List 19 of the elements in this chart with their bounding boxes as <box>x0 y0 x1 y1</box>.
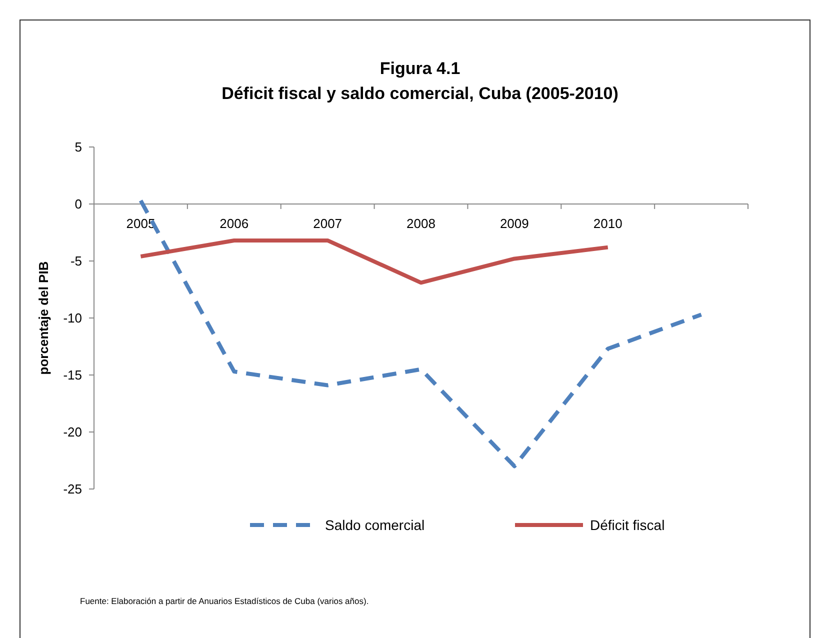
x-tick-label: 2010 <box>593 216 622 231</box>
y-tick-label: 5 <box>74 140 82 155</box>
y-tick-label: -15 <box>63 368 82 383</box>
y-tick-label: -20 <box>63 424 82 440</box>
source-note: Fuente: Elaboración a partir de Anuarios Estadísticos de Cuba (varios años). <box>80 596 369 606</box>
legend-label: Saldo comercial <box>325 516 425 533</box>
line-series <box>138 238 610 285</box>
y-tick-label: -25 <box>63 482 82 497</box>
x-tick-label: 2009 <box>500 216 529 231</box>
y-tick-label: 0 <box>74 196 82 212</box>
chart-title: Figura 4.1 <box>380 59 460 78</box>
y-tick-label: -10 <box>63 310 82 326</box>
y-axis-title: porcentaje del PIB <box>36 261 51 375</box>
y-tick-label: -5 <box>70 254 82 269</box>
x-tick-label: 2006 <box>220 216 249 231</box>
x-tick-label: 2008 <box>406 216 436 231</box>
chart-subtitle: Déficit fiscal y saldo comercial, Cuba (2005-2010) <box>222 84 618 103</box>
x-tick-label: 2007 <box>313 216 342 231</box>
legend-label: Déficit fiscal <box>590 516 665 533</box>
